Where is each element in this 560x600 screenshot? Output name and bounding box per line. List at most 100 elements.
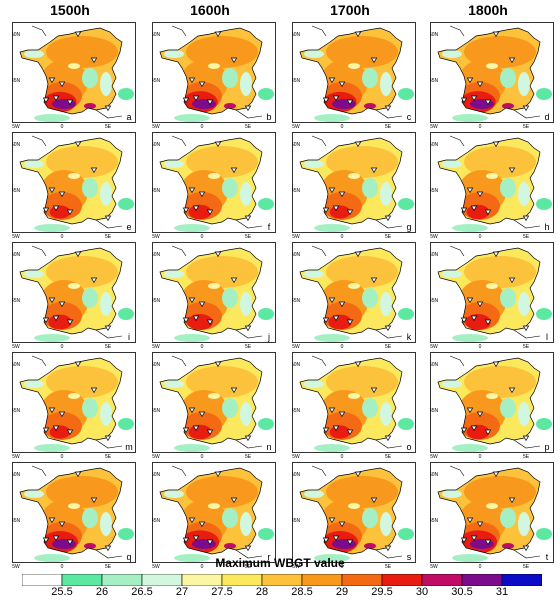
lon-label: 5E	[385, 344, 392, 348]
colorbar	[22, 574, 542, 586]
lon-label: 0	[479, 234, 482, 238]
lon-label: 5E	[105, 344, 112, 348]
colorbar-swatch	[301, 574, 343, 586]
panel-letter: i	[128, 332, 130, 342]
panel-letter: l	[546, 332, 548, 342]
map-panel-q: 50N 45N 5W 0 5E q	[12, 462, 136, 568]
colorbar-swatch	[22, 574, 63, 586]
map-panel-n: 50N 45N 5W 0 5E n	[152, 352, 276, 458]
lon-label: 5W	[292, 564, 300, 568]
panel-letter: a	[126, 112, 131, 122]
lon-label: 5W	[430, 234, 438, 238]
colorbar-swatch	[141, 574, 183, 586]
lon-label: 0	[61, 344, 64, 348]
colorbar-tick-label: 28	[255, 586, 269, 598]
lon-label: 0	[61, 564, 64, 568]
lat-label: 50N	[292, 362, 301, 368]
lat-label: 50N	[12, 142, 21, 148]
lat-label: 45N	[152, 518, 161, 524]
lon-label: 0	[201, 124, 204, 128]
lon-label: 5W	[292, 344, 300, 348]
lon-label: 5E	[105, 234, 112, 238]
lon-label: 5E	[245, 124, 252, 128]
colorbar-swatch	[61, 574, 103, 586]
column-title-0: 1500h	[50, 2, 90, 18]
colorbar-tick-label: 31	[495, 586, 509, 598]
map-panel-k: 50N 45N 5W 0 5E k	[292, 242, 416, 348]
colorbar-swatch	[261, 574, 303, 586]
colorbar-swatch	[181, 574, 223, 586]
lon-label: 5W	[12, 564, 20, 568]
lon-label: 5E	[385, 564, 392, 568]
colorbar-swatch	[421, 574, 463, 586]
colorbar-tick-label: 28.5	[291, 586, 313, 598]
lon-label: 5E	[245, 564, 252, 568]
lon-label: 5E	[523, 344, 530, 348]
lon-label: 0	[61, 124, 64, 128]
lon-label: 5E	[245, 454, 252, 458]
panel-letter: m	[125, 442, 133, 452]
lat-label: 50N	[430, 472, 439, 478]
lat-label: 50N	[12, 252, 21, 258]
lat-label: 45N	[292, 408, 301, 414]
lon-label: 5W	[12, 344, 20, 348]
lat-label: 45N	[430, 78, 439, 84]
colorbar-swatch	[101, 574, 143, 586]
map-panel-d: 50N 45N 5W 0 5E d	[430, 22, 554, 128]
map-panel-f: 50N 45N 5W 0 5E f	[152, 132, 276, 238]
lat-label: 45N	[292, 518, 301, 524]
lon-label: 5E	[245, 344, 252, 348]
lat-label: 45N	[430, 518, 439, 524]
colorbar-tick-label: 29	[335, 586, 349, 598]
lon-label: 5W	[430, 454, 438, 458]
lat-label: 45N	[430, 298, 439, 304]
column-title-2: 1700h	[330, 2, 370, 18]
lat-label: 50N	[430, 252, 439, 258]
panel-letter: k	[407, 332, 412, 342]
lon-label: 5E	[385, 124, 392, 128]
lon-label: 0	[341, 454, 344, 458]
panel-letter: f	[268, 222, 271, 232]
colorbar-title: Maximum WBGT value	[215, 556, 345, 570]
map-panel-i: 50N 45N 5W 0 5E i	[12, 242, 136, 348]
lat-label: 50N	[292, 142, 301, 148]
lat-label: 50N	[430, 362, 439, 368]
map-panel-e: 50N 45N 5W 0 5E e	[12, 132, 136, 238]
lon-label: 5W	[152, 234, 160, 238]
map-panel-c: 50N 45N 5W 0 5E c	[292, 22, 416, 128]
lon-label: 0	[341, 564, 344, 568]
lat-label: 45N	[12, 518, 21, 524]
map-panel-m: 50N 45N 5W 0 5E m	[12, 352, 136, 458]
colorbar-tick-label: 29.5	[371, 586, 393, 598]
lon-label: 5W	[12, 124, 20, 128]
lat-label: 50N	[152, 142, 161, 148]
lon-label: 5E	[523, 124, 530, 128]
lat-label: 50N	[152, 32, 161, 38]
map-panel-t: 50N 45N 5W 0 5E t	[430, 462, 554, 568]
panel-letter: o	[406, 442, 411, 452]
lat-label: 45N	[152, 298, 161, 304]
lon-label: 0	[341, 124, 344, 128]
lon-label: 0	[201, 454, 204, 458]
lon-label: 0	[201, 234, 204, 238]
lon-label: 5W	[430, 344, 438, 348]
panel-letter: p	[544, 442, 549, 452]
lat-label: 45N	[152, 408, 161, 414]
lat-label: 50N	[152, 252, 161, 258]
colorbar-tick-label: 26.5	[131, 586, 153, 598]
lat-label: 45N	[292, 188, 301, 194]
lon-label: 5W	[12, 234, 20, 238]
lon-label: 5E	[105, 564, 112, 568]
lon-label: 5W	[152, 564, 160, 568]
colorbar-swatch	[501, 574, 542, 586]
lon-label: 0	[61, 454, 64, 458]
lon-label: 5W	[152, 344, 160, 348]
map-panel-l: 50N 45N 5W 0 5E l	[430, 242, 554, 348]
colorbar-tick-label: 27	[175, 586, 189, 598]
panel-letter: q	[126, 552, 131, 562]
map-panel-p: 50N 45N 5W 0 5E p	[430, 352, 554, 458]
map-panel-a: 50N 45N 5W 0 5E a	[12, 22, 136, 128]
panel-letter: h	[544, 222, 549, 232]
colorbar-tick-label: 25.5	[51, 586, 73, 598]
colorbar-swatch	[341, 574, 383, 586]
